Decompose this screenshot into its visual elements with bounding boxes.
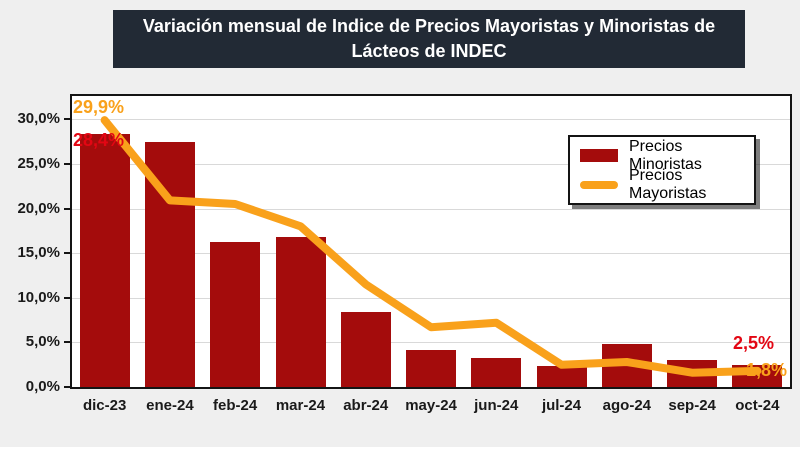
data-label-dic-23-precios-mayoristas: 29,9% — [73, 97, 125, 117]
gridline — [72, 253, 790, 255]
y-tick-mark — [64, 252, 70, 255]
x-tick-label: feb-24 — [213, 397, 258, 414]
bar-jul-24 — [536, 365, 587, 387]
gridline — [72, 342, 790, 344]
page-margin — [0, 447, 800, 452]
gridline — [72, 119, 790, 121]
gridline — [72, 208, 790, 210]
bar-may-24 — [406, 350, 456, 387]
x-tick-label: abr-24 — [343, 397, 389, 414]
y-tick-mark — [64, 296, 70, 299]
x-tick-label: sep-24 — [668, 397, 716, 414]
x-tick-label: oct-24 — [735, 397, 780, 414]
x-tick-label: jul-24 — [541, 397, 582, 414]
legend-label-mayoristas: Precios Mayoristas — [629, 166, 707, 202]
legend: Precios Minoristas Precios Mayoristas — [568, 135, 756, 205]
line-swatch-icon — [580, 180, 618, 189]
y-tick-mark — [64, 118, 70, 121]
x-tick-label: jun-24 — [474, 397, 519, 414]
bar-swatch-icon — [580, 149, 618, 162]
x-tick-label: may-24 — [405, 397, 457, 414]
chart-title: Variación mensual de Indice de Precios M… — [113, 10, 745, 68]
y-tick-mark — [64, 341, 70, 344]
bar-mar-24 — [275, 237, 326, 387]
bar-dic-23 — [79, 133, 130, 387]
legend-label-minoristas: Precios Minoristas — [629, 137, 702, 173]
y-tick-label: 5,0% — [25, 333, 60, 351]
x-tick-label: ene-24 — [146, 397, 194, 414]
x-tick-label: mar-24 — [275, 397, 326, 414]
data-label-oct-24-precios-mayoristas: 1,8% — [746, 360, 788, 380]
gridline — [72, 163, 790, 165]
y-tick-label: 10,0% — [17, 288, 60, 306]
y-tick-label: 25,0% — [17, 154, 60, 172]
y-tick-label: 0,0% — [25, 378, 60, 395]
y-tick-mark — [64, 207, 70, 210]
title-line-2: Lácteos de INDEC — [351, 41, 507, 61]
y-tick-mark — [64, 386, 70, 388]
bar-feb-24 — [210, 241, 261, 387]
gridline — [72, 297, 790, 299]
legend-item-minoristas: Precios Minoristas — [580, 138, 744, 173]
y-tick-label: 30,0% — [17, 110, 60, 128]
mayoristas-line — [100, 116, 762, 377]
legend-item-mayoristas: Precios Mayoristas — [580, 167, 744, 202]
x-tick-label: ago-24 — [602, 397, 652, 414]
data-label-dic-23-precios-minoristas: 28,4% — [73, 130, 125, 150]
x-tick-label: dic-23 — [82, 397, 127, 414]
bar-jun-24 — [471, 358, 522, 387]
title-line-1: Variación mensual de Indice de Precios M… — [142, 16, 716, 36]
data-label-oct-24-precios-minoristas: 2,5% — [733, 333, 775, 353]
bar-abr-24 — [340, 312, 391, 387]
y-tick-label: 20,0% — [17, 199, 60, 217]
y-tick-label: 15,0% — [17, 244, 60, 262]
y-tick-mark — [64, 162, 70, 165]
